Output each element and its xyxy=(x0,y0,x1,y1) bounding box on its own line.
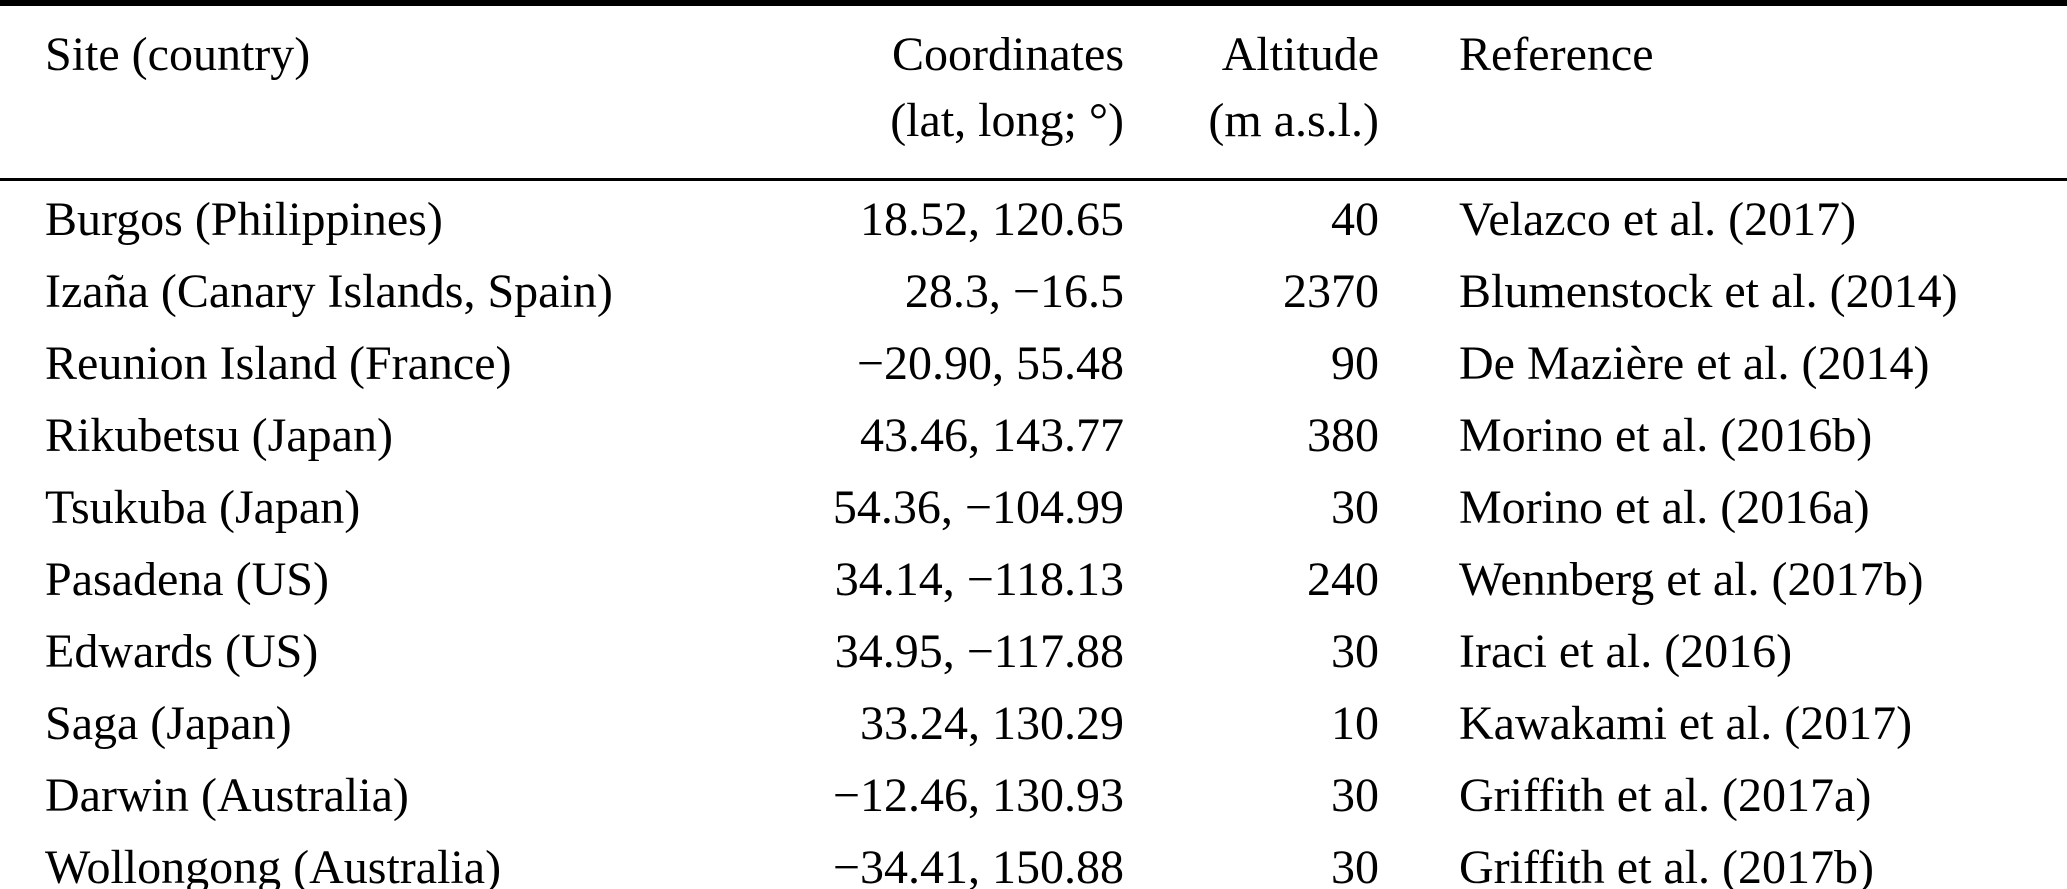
table-row: Saga (Japan) 33.24, 130.29 10 Kawakami e… xyxy=(0,688,2067,760)
coordinates-cell: −20.90, 55.48 xyxy=(856,337,1124,390)
column-header-reference: Reference xyxy=(1380,3,2067,181)
altitude-cell: 240 xyxy=(1307,553,1379,606)
table-row: Tsukuba (Japan) 54.36, −104.99 30 Morino… xyxy=(0,472,2067,544)
reference-cell: Wennberg et al. (2017b) xyxy=(1459,553,1924,606)
coordinates-cell: 33.24, 130.29 xyxy=(860,697,1124,750)
table-row: Darwin (Australia) −12.46, 130.93 30 Gri… xyxy=(0,760,2067,832)
coordinates-cell: 54.36, −104.99 xyxy=(832,481,1124,534)
altitude-cell: 2370 xyxy=(1283,265,1379,318)
coordinates-cell: −34.41, 150.88 xyxy=(832,841,1124,889)
coordinates-cell: 28.3, −16.5 xyxy=(904,265,1124,318)
table-row: Reunion Island (France) −20.90, 55.48 90… xyxy=(0,328,2067,400)
header-subline: (lat, long; °) xyxy=(890,94,1124,147)
reference-cell: Iraci et al. (2016) xyxy=(1459,625,1793,678)
reference-cell: Griffith et al. (2017b) xyxy=(1459,841,1875,889)
reference-cell: De Mazière et al. (2014) xyxy=(1459,337,1930,390)
altitude-cell: 30 xyxy=(1331,481,1379,534)
site-cell: Rikubetsu (Japan) xyxy=(45,409,393,462)
header-line: Reference xyxy=(1459,28,1654,81)
table-row: Edwards (US) 34.95, −117.88 30 Iraci et … xyxy=(0,616,2067,688)
table-row: Pasadena (US) 34.14, −118.13 240 Wennber… xyxy=(0,544,2067,616)
column-header-altitude: Altitude (m a.s.l.) xyxy=(1125,3,1380,181)
coordinates-cell: 34.95, −117.88 xyxy=(834,625,1124,678)
altitude-cell: 30 xyxy=(1331,625,1379,678)
header-line: Coordinates xyxy=(892,28,1124,81)
reference-cell: Blumenstock et al. (2014) xyxy=(1459,265,1958,318)
table-row: Burgos (Philippines) 18.52, 120.65 40 Ve… xyxy=(0,180,2067,257)
header-row: Site (country) Coordinates (lat, long; °… xyxy=(0,3,2067,181)
table-row: Wollongong (Australia) −34.41, 150.88 30… xyxy=(0,832,2067,889)
site-cell: Tsukuba (Japan) xyxy=(45,481,361,534)
table-header: Site (country) Coordinates (lat, long; °… xyxy=(0,3,2067,181)
site-cell: Burgos (Philippines) xyxy=(45,193,443,246)
site-cell: Edwards (US) xyxy=(45,625,319,678)
coordinates-cell: 34.14, −118.13 xyxy=(834,553,1124,606)
reference-cell: Griffith et al. (2017a) xyxy=(1459,769,1872,822)
reference-cell: Morino et al. (2016b) xyxy=(1459,409,1873,462)
site-cell: Izaña (Canary Islands, Spain) xyxy=(45,265,613,318)
coordinates-cell: −12.46, 130.93 xyxy=(832,769,1124,822)
altitude-cell: 380 xyxy=(1307,409,1379,462)
site-cell: Pasadena (US) xyxy=(45,553,329,606)
column-header-site: Site (country) xyxy=(0,3,720,181)
altitude-cell: 10 xyxy=(1331,697,1379,750)
site-cell: Darwin (Australia) xyxy=(45,769,409,822)
altitude-cell: 90 xyxy=(1331,337,1379,390)
site-cell: Wollongong (Australia) xyxy=(45,841,502,889)
site-cell: Reunion Island (France) xyxy=(45,337,512,390)
coordinates-cell: 18.52, 120.65 xyxy=(860,193,1124,246)
reference-cell: Morino et al. (2016a) xyxy=(1459,481,1870,534)
site-cell: Saga (Japan) xyxy=(45,697,292,750)
table-body: Burgos (Philippines) 18.52, 120.65 40 Ve… xyxy=(0,180,2067,889)
table-row: Izaña (Canary Islands, Spain) 28.3, −16.… xyxy=(0,256,2067,328)
header-line: Site (country) xyxy=(45,28,311,81)
reference-cell: Kawakami et al. (2017) xyxy=(1459,697,1913,750)
reference-cell: Velazco et al. (2017) xyxy=(1459,193,1857,246)
header-subline: (m a.s.l.) xyxy=(1208,94,1379,147)
altitude-cell: 30 xyxy=(1331,769,1379,822)
header-line: Altitude xyxy=(1221,28,1379,81)
altitude-cell: 40 xyxy=(1331,193,1379,246)
table-row: Rikubetsu (Japan) 43.46, 143.77 380 Mori… xyxy=(0,400,2067,472)
altitude-cell: 30 xyxy=(1331,841,1379,889)
coordinates-cell: 43.46, 143.77 xyxy=(860,409,1124,462)
column-header-coordinates: Coordinates (lat, long; °) xyxy=(720,3,1125,181)
